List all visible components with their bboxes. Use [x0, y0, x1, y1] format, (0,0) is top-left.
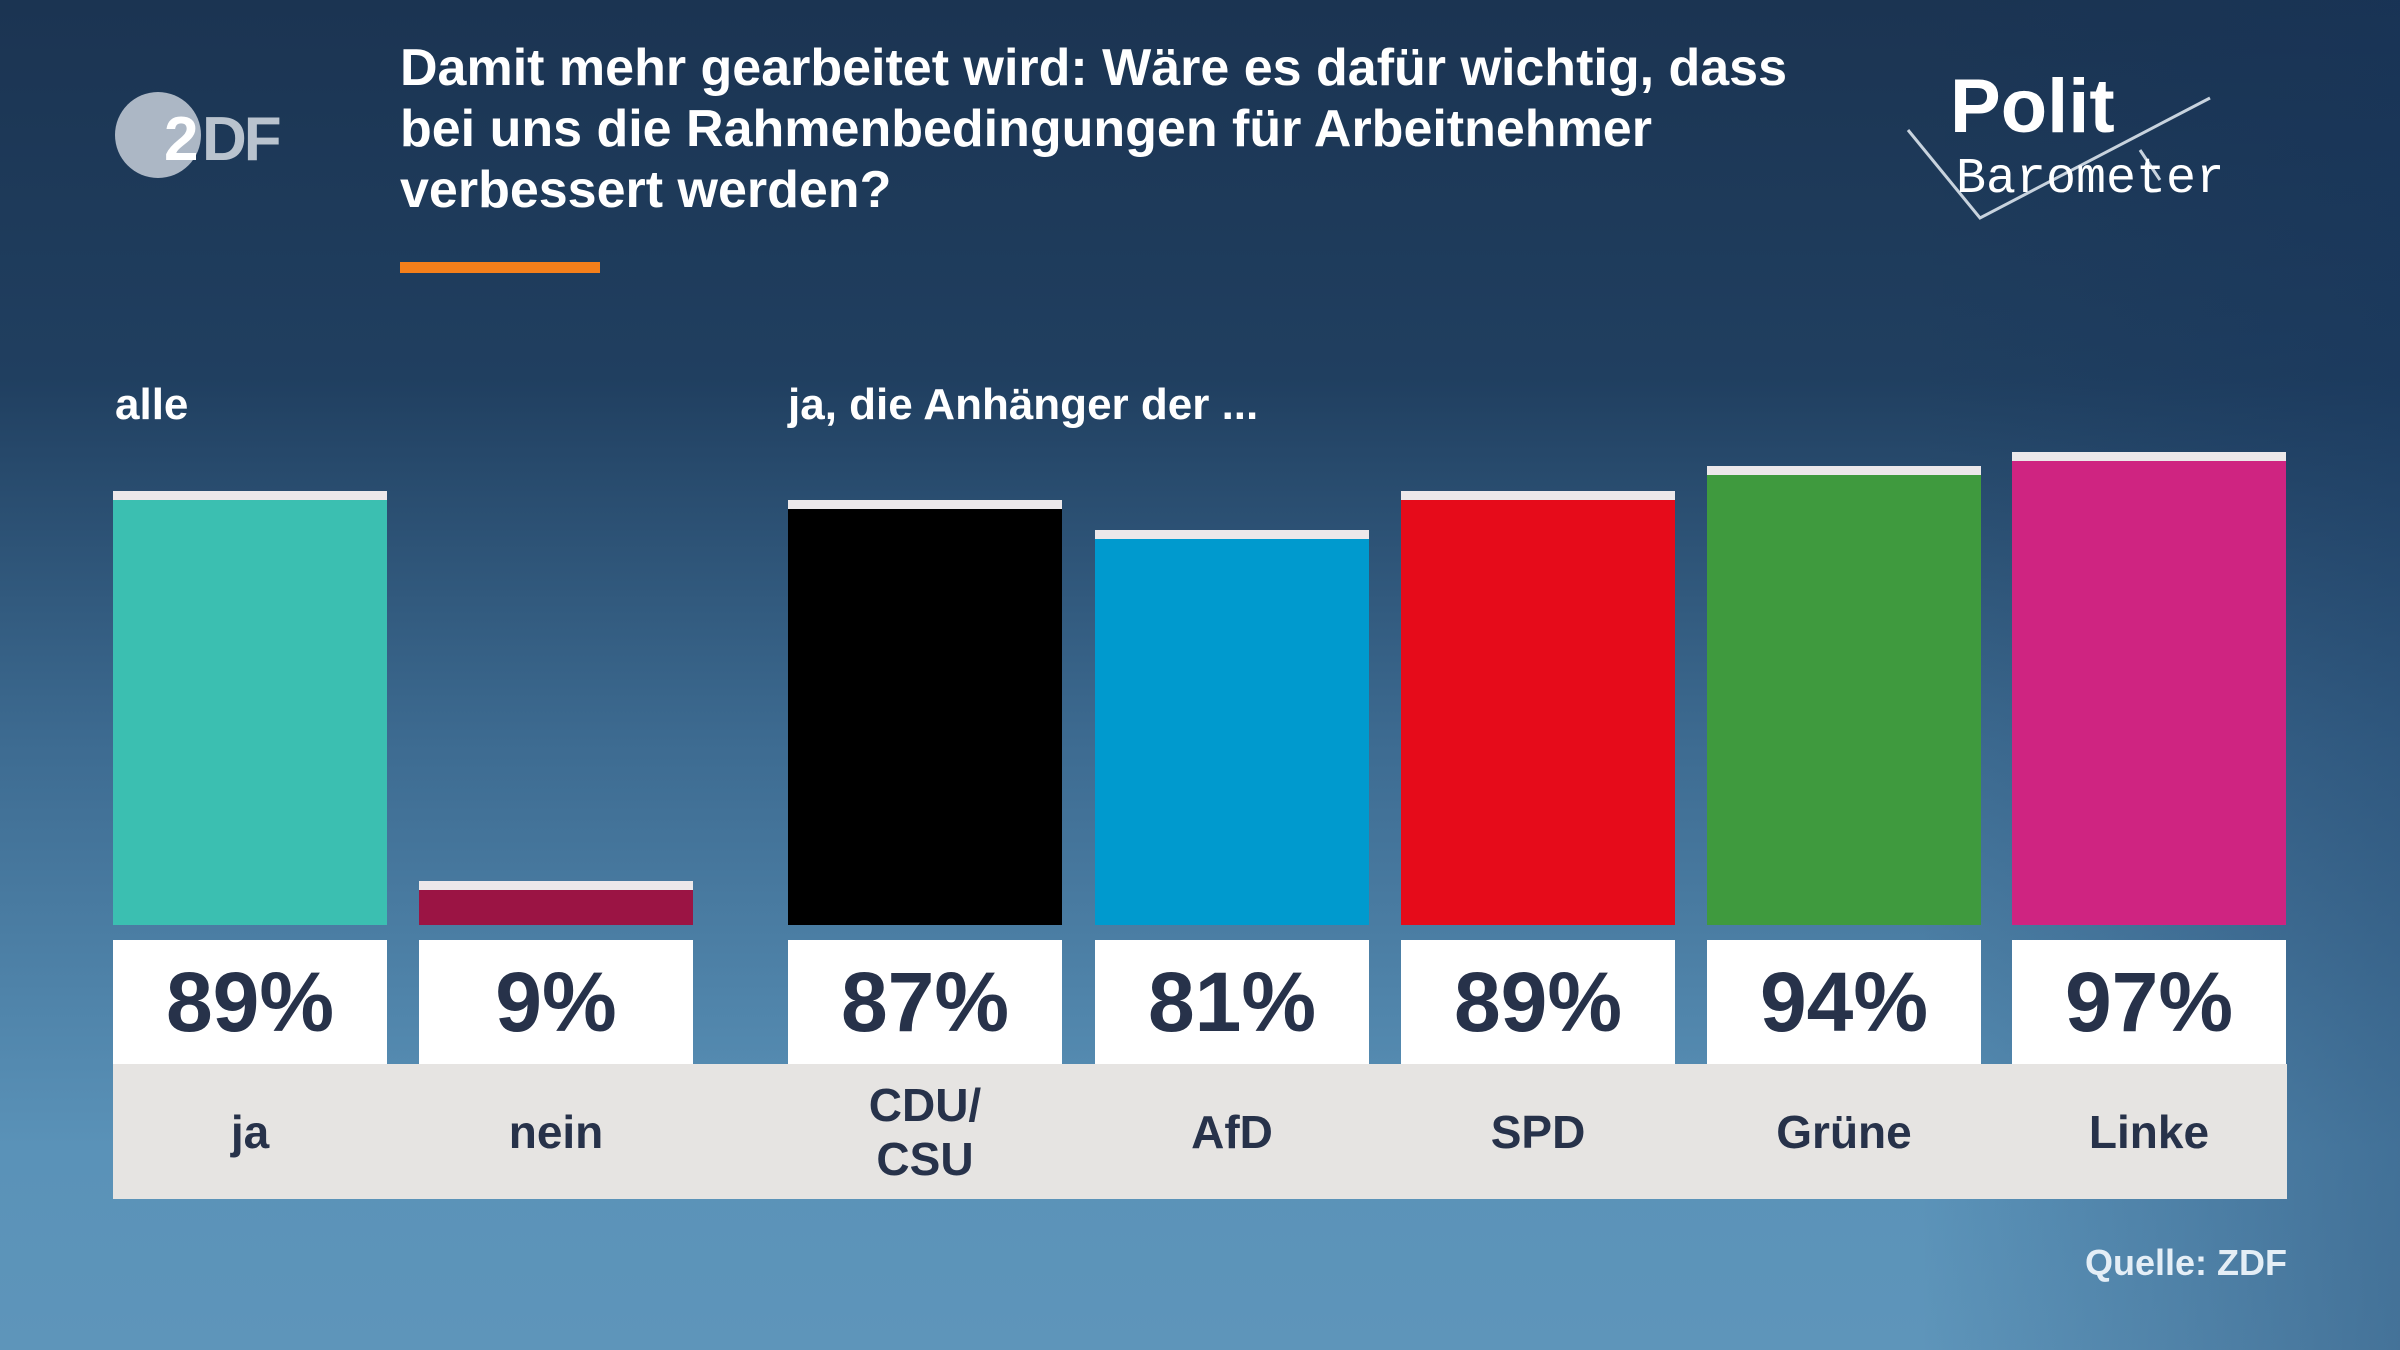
group-label-supporters: ja, die Anhänger der ... [788, 380, 1259, 429]
bar-6 [2012, 451, 2286, 925]
category-label: Grüne [1776, 1105, 1912, 1158]
value-label: 87% [788, 940, 1062, 1064]
politbarometer-logo: Polit Barometer [1906, 70, 2220, 220]
category-label: CDU/ CSU [868, 1078, 982, 1185]
value-label: 9% [419, 940, 693, 1064]
category-label: SPD [1490, 1105, 1586, 1158]
chart-title: Damit mehr gearbeitet wird: Wäre es dafü… [400, 39, 1788, 219]
bar-3 [1095, 529, 1369, 925]
value-label: 89% [113, 940, 387, 1064]
bar-cap [1095, 529, 1369, 539]
category-label: nein [508, 1105, 604, 1158]
svg-text:Polit: Polit [1950, 70, 2115, 149]
accent-underline [400, 262, 600, 273]
category-band [113, 1064, 2287, 1199]
bar-cap [419, 881, 693, 891]
bar-cap [2012, 451, 2286, 461]
value-label: 97% [2012, 940, 2286, 1064]
bar-cap [1401, 490, 1675, 500]
value-label: 94% [1707, 940, 1981, 1064]
category-label: Linke [2088, 1105, 2210, 1158]
source-note: Quelle: ZDF [2084, 1242, 2287, 1283]
svg-text:2: 2 [164, 105, 196, 174]
category-label: AfD [1191, 1105, 1273, 1158]
svg-text:Barometer: Barometer [1956, 151, 2220, 208]
group-label-all: alle [115, 380, 189, 429]
value-label: 89% [1401, 940, 1675, 1064]
bar-5 [1707, 466, 1981, 925]
zdf-logo: 2 DF [115, 92, 283, 178]
bar-2 [788, 500, 1062, 925]
value-label: 81% [1095, 940, 1369, 1064]
svg-text:DF: DF [202, 105, 280, 174]
bar-0 [113, 490, 387, 925]
bar-4 [1401, 490, 1675, 925]
bar-cap [1707, 466, 1981, 476]
bar-cap [113, 490, 387, 500]
category-label: ja [230, 1105, 270, 1158]
bar-cap [788, 500, 1062, 510]
bar-1 [419, 881, 693, 925]
